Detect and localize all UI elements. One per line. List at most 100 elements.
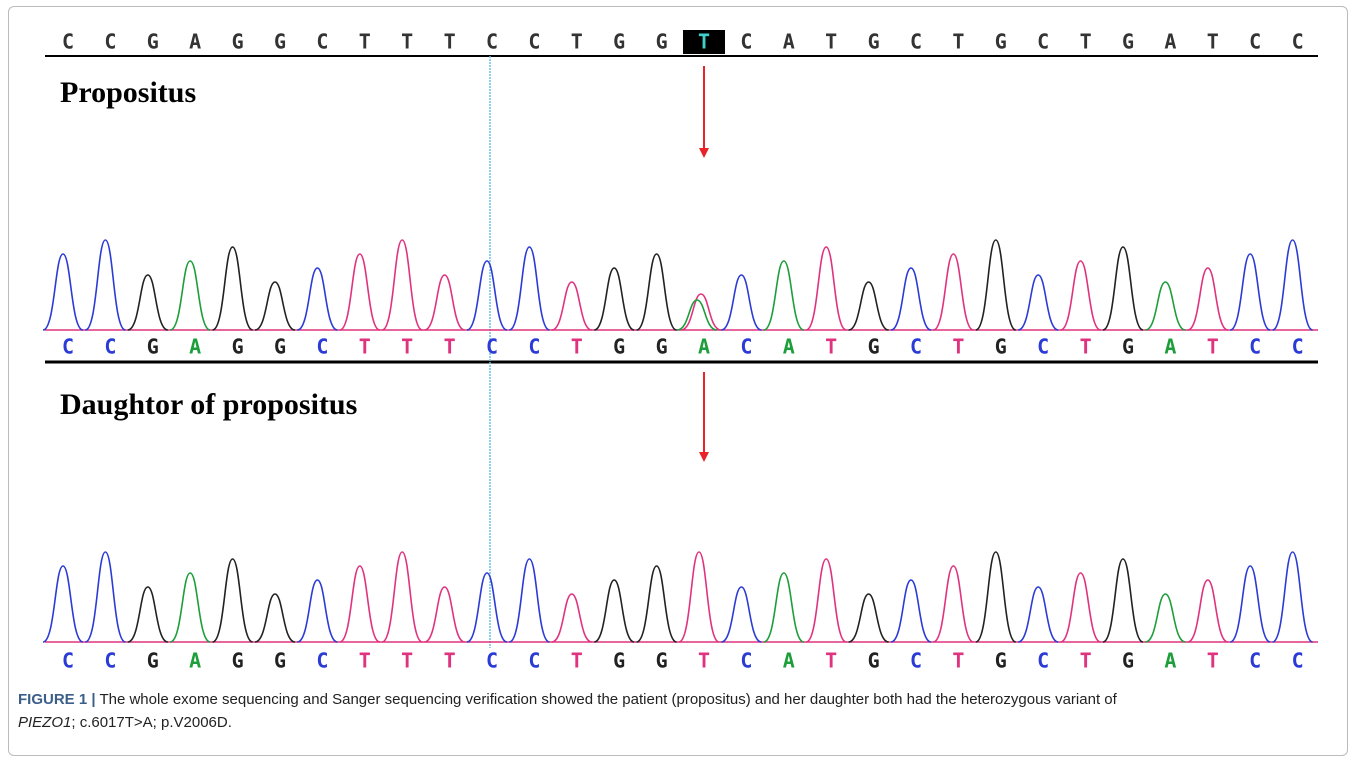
peak [1273, 240, 1313, 330]
base-letter: A [189, 649, 201, 673]
base-letter: C [62, 649, 74, 673]
base-letter: T [1207, 649, 1219, 673]
base-letter: A [189, 335, 201, 359]
page: Propositus Daughtor of propositus CCGAGG… [0, 0, 1358, 765]
base-letter: C [1249, 30, 1261, 54]
base-letter: C [528, 30, 540, 54]
base-letter: C [1249, 335, 1261, 359]
base-letter: G [613, 30, 625, 54]
base-letter: T [1207, 335, 1219, 359]
base-letter: G [1122, 335, 1134, 359]
peak [213, 247, 253, 330]
base-letter: T [359, 30, 371, 54]
base-letter: G [274, 30, 286, 54]
peak [1145, 282, 1185, 330]
caption-label: FIGURE 1 | [18, 691, 96, 708]
base-letter: C [1249, 649, 1261, 673]
base-letter: G [656, 335, 668, 359]
base-letter: C [740, 335, 752, 359]
peak [382, 552, 422, 642]
peak [1103, 559, 1143, 642]
peak [849, 594, 889, 642]
base-letter: A [783, 335, 795, 359]
base-letter: T [825, 649, 837, 673]
base-letter: T [952, 30, 964, 54]
peak [425, 587, 465, 642]
peak [43, 254, 83, 330]
base-letter: T [444, 335, 456, 359]
base-letter: A [189, 30, 201, 54]
base-letter: T [1080, 30, 1092, 54]
base-letter: T [571, 649, 583, 673]
base-letter: T [1080, 335, 1092, 359]
base-letter: A [1164, 30, 1176, 54]
peak [721, 275, 761, 330]
peak [681, 294, 721, 330]
peak [255, 282, 295, 330]
base-letter: T [444, 649, 456, 673]
peak [1230, 254, 1270, 330]
base-letter: T [401, 335, 413, 359]
base-letter: T [359, 335, 371, 359]
peak [933, 566, 973, 642]
base-letter: C [910, 649, 922, 673]
base-letter: C [316, 649, 328, 673]
peak [1273, 552, 1313, 642]
base-letter: C [740, 30, 752, 54]
peak [1188, 268, 1228, 330]
peak [764, 261, 804, 330]
peak [43, 566, 83, 642]
base-letter: T [401, 649, 413, 673]
base-letter: G [147, 335, 159, 359]
base-letter: C [486, 335, 498, 359]
base-letter: C [486, 649, 498, 673]
base-letter: C [528, 649, 540, 673]
base-letter: A [1164, 649, 1176, 673]
base-letter: G [656, 30, 668, 54]
peak [255, 594, 295, 642]
base-letter: A [1164, 335, 1176, 359]
base-letter: A [783, 30, 795, 54]
peak [637, 566, 677, 642]
peak [340, 254, 380, 330]
peak [128, 275, 168, 330]
peak [297, 580, 337, 642]
peak [1018, 275, 1058, 330]
peak [213, 559, 253, 642]
base-letter: C [104, 649, 116, 673]
base-letter: G [232, 335, 244, 359]
base-letter: T [571, 30, 583, 54]
base-letter: T [952, 335, 964, 359]
base-letter: G [147, 30, 159, 54]
base-letter: A [698, 335, 710, 359]
arrow [699, 66, 709, 462]
peak [425, 275, 465, 330]
base-letter: G [995, 335, 1007, 359]
base-letter: C [740, 649, 752, 673]
base-letter: C [1292, 335, 1304, 359]
base-letter: C [528, 335, 540, 359]
base-letter: C [1292, 30, 1304, 54]
base-letter: G [995, 649, 1007, 673]
peak [170, 261, 210, 330]
peak [509, 559, 549, 642]
peak [891, 580, 931, 642]
base-letter: G [147, 649, 159, 673]
base-letter: G [613, 649, 625, 673]
base-letter: A [783, 649, 795, 673]
base-letter: T [1080, 649, 1092, 673]
base-letter: C [1037, 30, 1049, 54]
peak [637, 254, 677, 330]
base-letter: T [1207, 30, 1219, 54]
base-letter: T [825, 335, 837, 359]
base-letter: C [316, 335, 328, 359]
peak [891, 268, 931, 330]
base-letter: T [571, 335, 583, 359]
peak [679, 552, 719, 642]
base-letter: G [656, 649, 668, 673]
peak [128, 587, 168, 642]
peak [467, 573, 507, 642]
base-letter: G [274, 649, 286, 673]
base-letter: G [995, 30, 1007, 54]
peak [552, 282, 592, 330]
